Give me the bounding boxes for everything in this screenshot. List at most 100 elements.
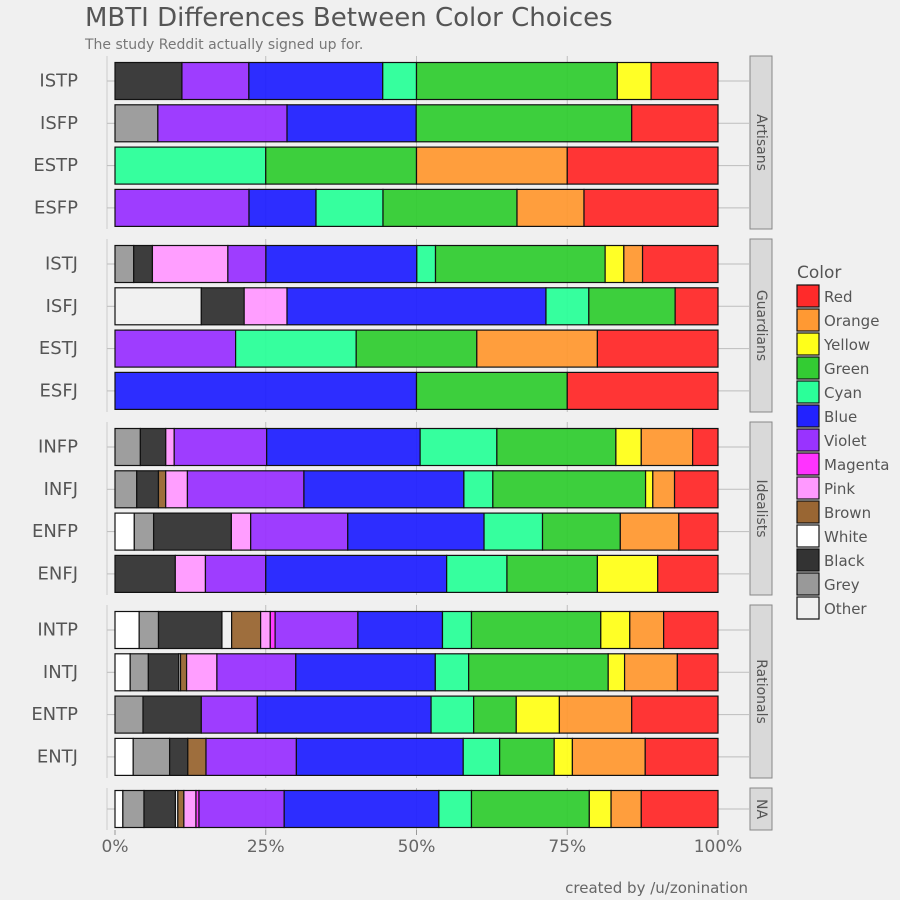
bar-segment-brown: [179, 653, 188, 692]
bar-segment-blue: [295, 737, 464, 777]
bar-segment-red: [692, 427, 719, 467]
bar-segment-red: [596, 329, 719, 368]
bar-segment-violet: [204, 554, 267, 594]
bar-segment-black: [152, 512, 232, 551]
bar-segment-green: [588, 287, 676, 326]
bar-segment-red: [650, 61, 719, 101]
bar-segment-cyan: [441, 610, 473, 650]
bar-segment-green: [506, 554, 599, 594]
bar-segment-green: [382, 188, 518, 227]
bar-segment-pink: [151, 244, 229, 284]
bar-segment-brown: [177, 789, 185, 829]
legend-label: Grey: [824, 576, 860, 594]
bar-segment-black: [168, 737, 189, 777]
panel-na: NA: [106, 787, 773, 831]
bar-segment-blue: [295, 653, 436, 692]
bar-segment-black: [114, 554, 176, 594]
y-tick-label: INTP: [37, 620, 78, 641]
bar-segment-yellow: [596, 554, 659, 594]
legend-label: Orange: [824, 312, 879, 330]
legend-swatch-other: [796, 596, 820, 620]
bar-segment-pink: [174, 554, 207, 594]
bar-segment-black: [200, 287, 245, 326]
panel-idealists: Idealists INFP INFJ ENFP ENFJ: [32, 421, 773, 596]
legend-swatch-violet: [796, 428, 820, 452]
bar-segment-grey: [122, 789, 145, 829]
bar-segment-violet: [157, 104, 288, 143]
legend-label: Green: [824, 360, 869, 378]
bar-segment-green: [468, 653, 609, 692]
bar-segment-cyan: [446, 554, 508, 594]
legend-swatch-grey: [796, 572, 820, 596]
legend-label: Other: [824, 600, 867, 618]
bar-segment-violet: [200, 695, 258, 734]
bar-segment-cyan: [382, 61, 418, 101]
legend-swatch-brown: [796, 500, 820, 524]
bar-segment-violet: [186, 470, 305, 509]
y-tick-label: ENFJ: [38, 563, 79, 584]
bar-segment-yellow: [604, 244, 625, 284]
facet-strip-label: Guardians: [753, 290, 769, 361]
y-tick-label: ISTP: [39, 71, 78, 92]
bar-segment-yellow: [515, 695, 561, 734]
bar-segment-yellow: [615, 427, 642, 467]
bar-segment-red: [631, 104, 719, 143]
bar-segment-grey: [138, 610, 160, 650]
bar-segment-blue: [265, 244, 418, 284]
y-tick-label: ESFJ: [40, 380, 78, 401]
bar-segment-green: [415, 61, 618, 101]
legend-swatch-blue: [796, 404, 820, 428]
bar-segment-blue: [114, 371, 418, 410]
bar-segment-cyan: [434, 653, 470, 692]
bar-segment-grey: [114, 427, 141, 467]
y-tick-label: ENTJ: [37, 746, 78, 767]
bar-segment-pink: [230, 512, 252, 551]
bar-segment-orange: [652, 470, 676, 509]
bar-segment-green: [355, 329, 478, 368]
y-tick-label: ENFP: [32, 521, 78, 542]
facet-strip-label: NA: [753, 799, 769, 819]
y-tick-label: ISFP: [40, 113, 78, 134]
bar-segment-white: [114, 653, 131, 692]
legend-swatch-red: [796, 284, 820, 308]
bar-segment-pink: [243, 287, 288, 326]
bar-segment-red: [663, 610, 719, 650]
x-tick-label: 0%: [102, 837, 129, 857]
legend-swatch-magenta: [796, 452, 820, 476]
bar-segment-grey: [133, 512, 155, 551]
bar-segment-yellow: [607, 653, 626, 692]
bar-segment-violet: [205, 737, 297, 777]
y-tick-label: INFJ: [44, 479, 78, 500]
bar-segment-white: [114, 512, 135, 551]
bar-segment-brown: [231, 610, 262, 650]
bar-segment-black: [114, 61, 183, 101]
y-tick-label: ESTJ: [39, 338, 78, 359]
bar-segment-violet: [250, 512, 349, 551]
bar-segment-green: [434, 244, 606, 284]
facet-strip-label: Idealists: [753, 479, 769, 537]
legend-label: Blue: [824, 408, 857, 426]
bar-segment-cyan: [419, 427, 498, 467]
bar-segment-violet: [173, 427, 268, 467]
bar-segment-grey: [129, 653, 149, 692]
y-tick-label: ENTP: [31, 704, 78, 725]
bar-segment-blue: [265, 554, 448, 594]
bar-segment-blue: [256, 695, 432, 734]
bar-segment-black: [147, 653, 180, 692]
bar-segment-blue: [248, 61, 384, 101]
x-tick-label: 25%: [247, 837, 285, 857]
legend-label: White: [824, 528, 868, 546]
legend: Color Red Orange Yellow Green Cyan Blue Violet…: [796, 263, 889, 620]
bar-segment-orange: [640, 427, 694, 467]
legend-swatch-cyan: [796, 380, 820, 404]
y-tick-label: ISTJ: [45, 254, 78, 275]
bar-segment-yellow: [644, 470, 654, 509]
bar-segment-blue: [283, 789, 440, 829]
bar-segment-blue: [357, 610, 444, 650]
facet-strip: [749, 238, 773, 413]
bar-segment-green: [492, 470, 647, 509]
bar-segment-cyan: [483, 512, 544, 551]
bar-segment-pink: [183, 789, 197, 829]
bar-segment-black: [143, 789, 177, 829]
bar-segment-orange: [558, 695, 633, 734]
